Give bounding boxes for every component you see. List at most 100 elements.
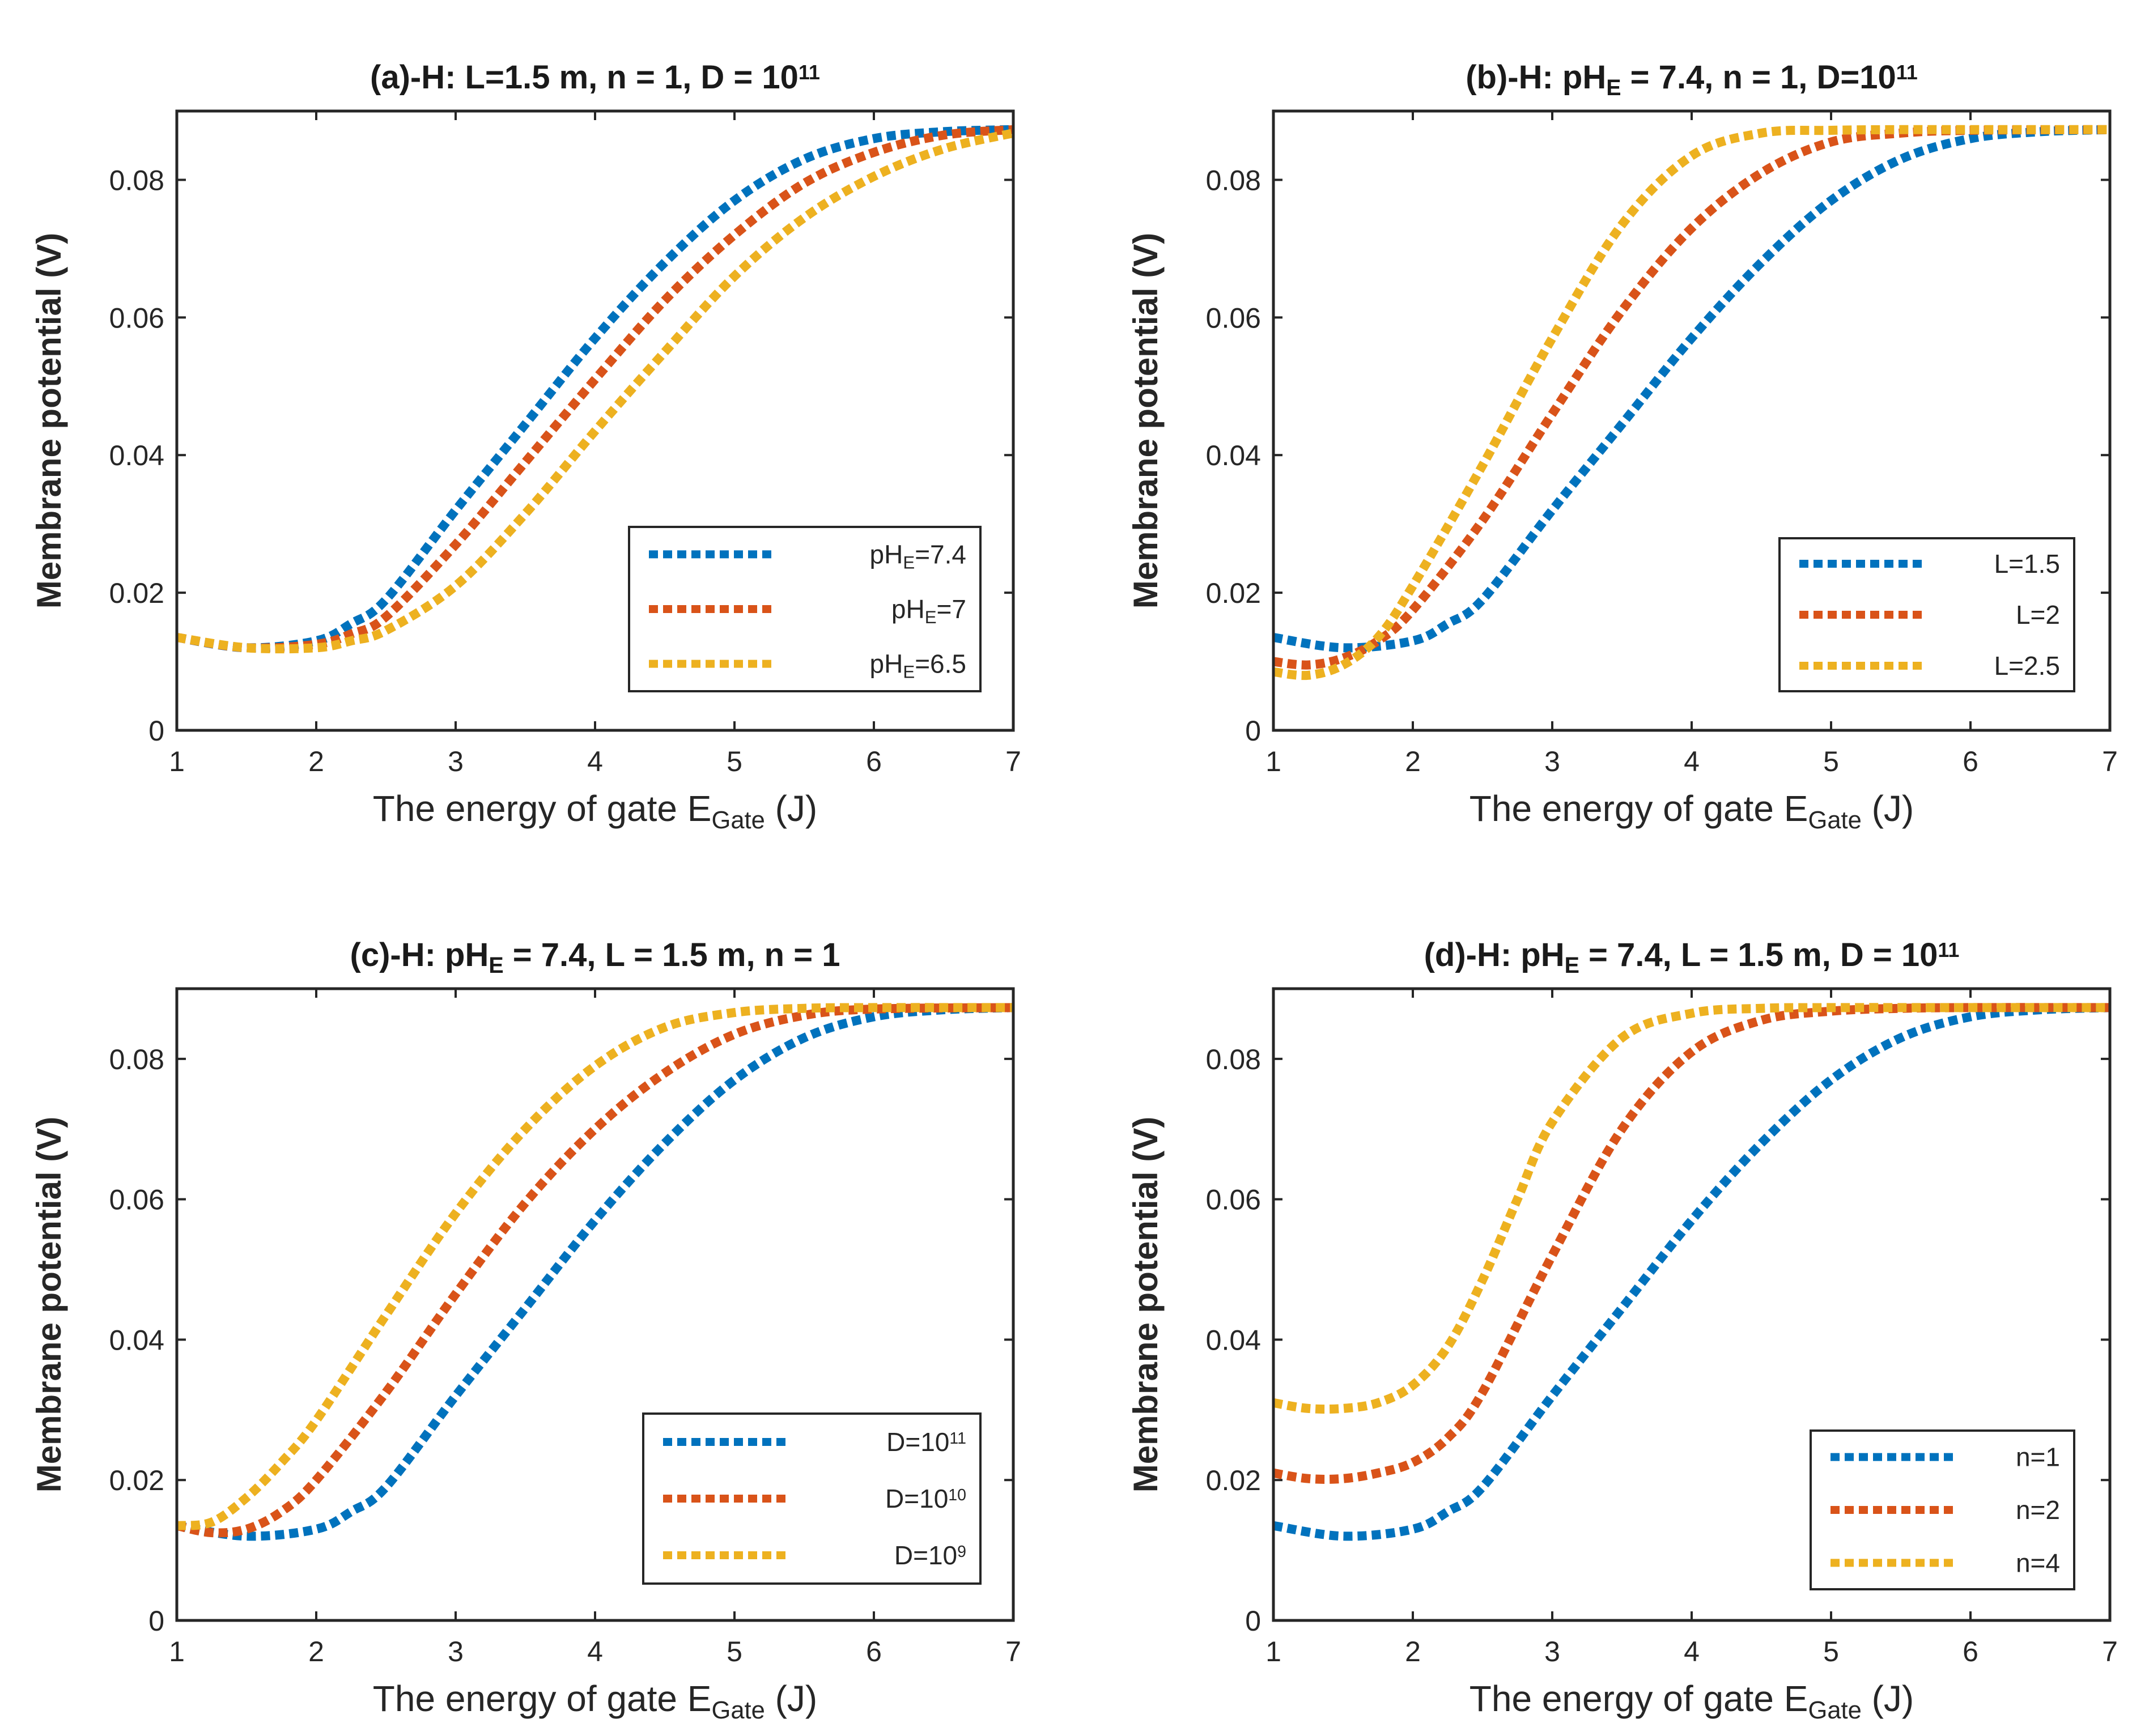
series-line-2 (176, 129, 1014, 654)
panel-title-part-1: E (489, 953, 503, 978)
legend-label-1: pHE=7 (891, 594, 966, 627)
legend-label-1-part-0: L=2 (2016, 600, 2060, 629)
y-tick-label: 0.06 (109, 1184, 164, 1216)
legend-label-1-part-2: =7 (937, 594, 966, 624)
x-tick-label: 6 (1963, 746, 1978, 777)
x-axis-label-part-0: The energy of gate E (1470, 788, 1808, 829)
y-tick-label: 0.04 (109, 440, 164, 471)
y-tick-label: 0.06 (1206, 1184, 1261, 1216)
x-axis-label-part-2: (J) (1862, 788, 1914, 829)
x-tick-label: 3 (1544, 1636, 1560, 1667)
x-axis-label-part-2: (J) (1862, 1678, 1914, 1719)
series-line-0 (176, 125, 1014, 653)
chart-panel-2: (c)-H: pHE = 7.4, L = 1.5 m, n = 1 1 2 3 4 5 6… (30, 937, 1021, 1724)
series-line-1 (176, 1003, 1014, 1538)
x-tick-label: 3 (1544, 746, 1560, 777)
x-tick-label: 3 (448, 1636, 464, 1667)
legend-label-2: pHE=6.5 (870, 649, 966, 682)
x-axis-label-part-0: The energy of gate E (373, 1678, 712, 1719)
x-axis-label: The energy of gate EGate (J) (1470, 788, 1914, 834)
y-tick-label: 0 (148, 715, 164, 747)
y-tick-label: 0.02 (1206, 1465, 1261, 1496)
x-tick-label: 5 (727, 1636, 742, 1667)
y-tick-label: 0.08 (109, 164, 164, 196)
y-tick-label: 0 (1245, 715, 1261, 747)
series-line-2 (1272, 125, 2110, 680)
x-axis-label-part-0: The energy of gate E (373, 788, 712, 829)
y-tick-label: 0.06 (109, 302, 164, 334)
panel-title-part-0: (d)-H: pH (1424, 937, 1565, 973)
x-tick-label: 5 (1823, 1636, 1839, 1667)
x-tick-label: 2 (308, 746, 324, 777)
x-tick-label: 7 (2102, 1636, 2118, 1667)
legend-label-1-part-0: pH (891, 594, 925, 624)
x-axis-label-part-1: Gate (711, 807, 765, 834)
y-tick-label: 0 (148, 1605, 164, 1637)
legend-label-1-part-0: D=10 (885, 1484, 948, 1513)
x-tick-label: 7 (2102, 746, 2118, 777)
panel-title-part-1: E (1565, 953, 1579, 978)
y-tick-label: 0.02 (1206, 577, 1261, 609)
x-tick-label: 2 (1405, 746, 1421, 777)
x-tick-label: 5 (1823, 746, 1839, 777)
panel-title: (d)-H: pHE = 7.4, L = 1.5 m, D = 1011 (1424, 937, 1960, 978)
legend-label-1-part-1: E (925, 607, 937, 627)
x-tick-label: 6 (866, 1636, 882, 1667)
legend-label-2: n=4 (2016, 1548, 2060, 1577)
legend-label-2-part-0: pH (870, 649, 903, 679)
legend-label-0-part-0: D=10 (886, 1427, 949, 1457)
panel-title: (b)-H: pHE = 7.4, n = 1, D=1011 (1466, 59, 1918, 100)
x-tick-label: 5 (727, 746, 742, 777)
legend: L=1.5 L=2 L=2.5 (1778, 537, 2075, 692)
y-axis-label: Membrane potential (V) (30, 233, 68, 609)
chart-panel-1: (b)-H: pHE = 7.4, n = 1, D=1011 1 2 3 4 5 6 7 0 0… (1127, 59, 2118, 834)
panel-title-part-3: 11 (1938, 938, 1959, 961)
legend-label-0-part-0: n=1 (2016, 1443, 2060, 1472)
legend-label-0: pHE=7.4 (870, 539, 966, 572)
legend-label-0-part-0: pH (870, 539, 903, 569)
x-tick-label: 2 (308, 1636, 324, 1667)
y-axis-label: Membrane potential (V) (1127, 1117, 1165, 1492)
x-tick-label: 6 (1963, 1636, 1978, 1667)
x-tick-label: 1 (1265, 1636, 1281, 1667)
legend-label-2-part-0: n=4 (2016, 1548, 2060, 1577)
x-axis-label-part-0: The energy of gate E (1470, 1678, 1808, 1719)
legend-label-0: D=1011 (886, 1427, 966, 1457)
x-axis-label: The energy of gate EGate (J) (373, 788, 817, 834)
legend-label-0-part-1: E (903, 553, 915, 573)
legend-box (1810, 1429, 2075, 1590)
legend-label-2-part-0: L=2.5 (1994, 651, 2060, 680)
series-line-1 (1272, 1003, 2110, 1484)
panel-title-part-0: (c)-H: pH (350, 937, 489, 973)
y-tick-label: 0.02 (109, 1465, 164, 1496)
series-line-1 (176, 125, 1014, 653)
legend-label-0: n=1 (2016, 1443, 2060, 1472)
legend-label-0-part-1: 11 (949, 1429, 966, 1448)
y-tick-label: 0 (1245, 1605, 1261, 1637)
series-line-2 (1272, 1003, 2110, 1414)
x-tick-label: 4 (1684, 746, 1700, 777)
y-tick-label: 0.08 (1206, 164, 1261, 196)
y-tick-label: 0.08 (1206, 1044, 1261, 1075)
legend-label-1: D=1010 (885, 1484, 966, 1513)
x-tick-label: 7 (1005, 1636, 1021, 1667)
panel-title-part-1: 11 (799, 61, 820, 84)
x-axis-label-part-1: Gate (1808, 807, 1861, 834)
x-tick-label: 1 (169, 746, 185, 777)
legend-label-2-part-0: D=10 (894, 1541, 957, 1570)
x-axis-label: The energy of gate EGate (J) (373, 1678, 817, 1724)
x-tick-label: 1 (1265, 746, 1281, 777)
x-tick-label: 2 (1405, 1636, 1421, 1667)
legend-label-1: n=2 (2016, 1495, 2060, 1525)
x-axis-label-part-1: Gate (711, 1697, 765, 1724)
panel-title-part-2: = 7.4, L = 1.5 m, D = 10 (1579, 937, 1938, 973)
legend-box (628, 526, 982, 692)
x-axis-label-part-2: (J) (765, 1678, 817, 1719)
panel-title: (a)-H: L=1.5 m, n = 1, D = 1011 (370, 59, 820, 96)
x-tick-label: 3 (448, 746, 464, 777)
x-tick-label: 7 (1005, 746, 1021, 777)
plot-frame (1272, 109, 2112, 732)
